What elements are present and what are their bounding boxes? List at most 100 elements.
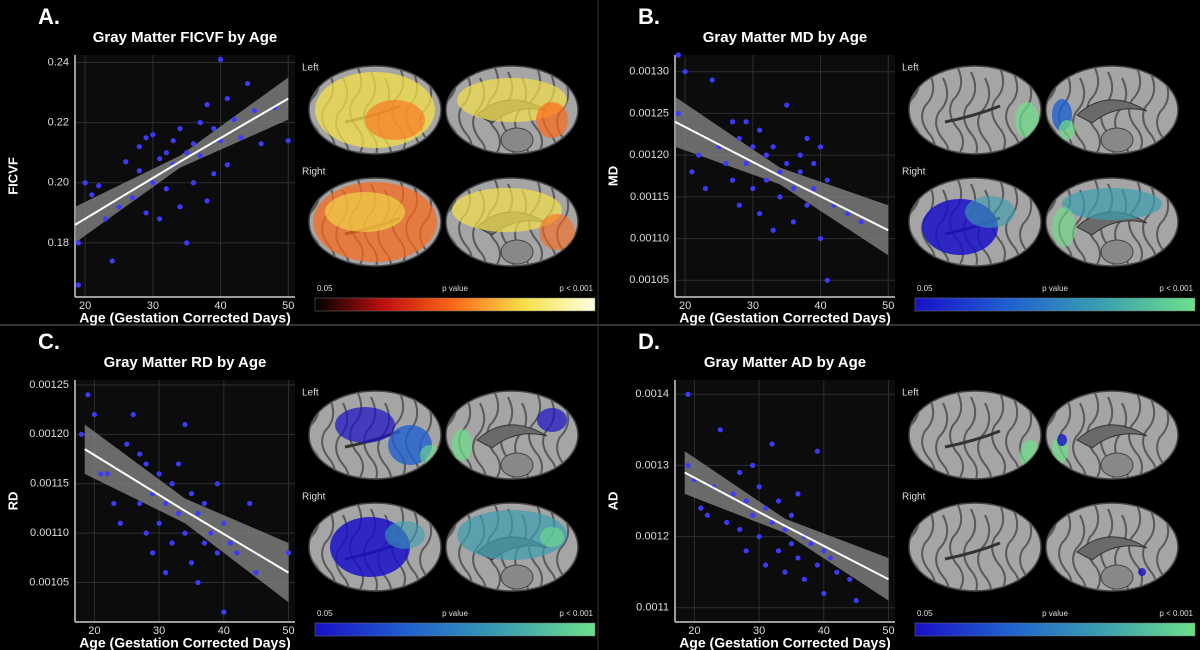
data-point xyxy=(770,144,776,150)
data-point xyxy=(817,144,824,150)
data-point xyxy=(743,498,749,504)
data-point xyxy=(195,510,201,516)
brain xyxy=(445,177,579,267)
data-point xyxy=(137,451,143,457)
data-point xyxy=(817,235,824,242)
sulcus xyxy=(977,402,992,479)
data-point xyxy=(788,541,795,547)
data-point xyxy=(143,461,149,467)
hemisphere-label: Left xyxy=(902,388,919,399)
panel-label: B. xyxy=(638,4,660,29)
x-tick-label: 20 xyxy=(88,625,100,637)
panel: D. Gray Matter AD by Age 0.0011 0.0012 0.001… xyxy=(605,329,1196,650)
data-point xyxy=(98,471,104,477)
panel-label: A. xyxy=(38,4,60,29)
x-tick-label: 40 xyxy=(218,625,230,637)
data-point xyxy=(258,141,264,147)
data-point xyxy=(137,500,143,507)
data-point xyxy=(96,183,102,189)
data-point xyxy=(769,519,775,525)
data-point xyxy=(75,282,81,288)
brainstem xyxy=(500,564,534,590)
brain-gyri xyxy=(1046,391,1171,479)
hemisphere-label: Right xyxy=(902,167,926,178)
data-point xyxy=(221,520,227,526)
y-tick-label: 0.00115 xyxy=(630,191,669,203)
colorbar-min-label: 0.05 xyxy=(317,284,333,293)
data-point xyxy=(169,481,175,487)
x-tick-label: 20 xyxy=(79,300,91,312)
data-point xyxy=(675,110,681,117)
data-point xyxy=(743,119,749,125)
data-point xyxy=(175,461,182,467)
y-tick-label: 0.0012 xyxy=(635,530,669,542)
y-tick-label: 0.00105 xyxy=(29,576,69,588)
data-point xyxy=(736,135,742,142)
hemisphere-label: Right xyxy=(902,492,926,503)
data-point xyxy=(253,570,259,576)
data-point xyxy=(156,471,162,477)
colorbar-min-label: 0.05 xyxy=(317,609,333,618)
confidence-band xyxy=(84,424,289,603)
colorbar xyxy=(914,622,1196,637)
data-point xyxy=(111,500,117,507)
data-point xyxy=(217,56,224,63)
brain xyxy=(445,390,579,480)
sulcus xyxy=(977,77,992,154)
colorbar xyxy=(314,297,596,312)
sulcus xyxy=(1128,391,1143,479)
y-tick-label: 0.18 xyxy=(48,237,69,249)
colorbar-max-label: p < 0.001 xyxy=(1159,609,1193,618)
x-axis-label: Age (Gestation Corrected Days) xyxy=(679,635,891,650)
data-point xyxy=(109,258,115,264)
data-point xyxy=(227,540,233,546)
data-point xyxy=(211,126,217,132)
sulcus xyxy=(1156,514,1171,591)
data-point xyxy=(702,185,709,192)
data-point xyxy=(82,180,88,186)
sulcus xyxy=(1128,503,1143,591)
brain xyxy=(308,502,442,592)
data-point xyxy=(801,576,808,582)
data-point xyxy=(795,555,801,561)
data-point xyxy=(777,194,783,200)
data-point xyxy=(834,569,840,575)
data-point xyxy=(221,609,227,615)
data-point xyxy=(736,202,742,208)
corpus-callosum xyxy=(1076,99,1148,124)
data-point xyxy=(756,533,762,540)
data-point xyxy=(188,560,195,566)
data-point xyxy=(824,177,830,183)
colorbar-title: p value xyxy=(1042,609,1068,618)
data-point xyxy=(204,198,210,204)
data-point xyxy=(157,216,163,222)
data-point xyxy=(184,150,190,156)
brain xyxy=(1045,390,1179,480)
data-point xyxy=(143,210,149,216)
brain-overlay xyxy=(537,408,567,432)
data-point xyxy=(689,169,695,175)
data-point xyxy=(136,144,142,150)
data-point xyxy=(162,500,169,507)
brain-gyri xyxy=(909,178,1034,266)
colorbar-title: p value xyxy=(442,284,468,293)
sulcus xyxy=(419,514,434,591)
brain-overlay xyxy=(325,192,405,232)
chart-title: Gray Matter AD by Age xyxy=(704,354,866,371)
sulcus xyxy=(514,402,529,479)
sulcus xyxy=(949,391,964,479)
sulcus xyxy=(1156,189,1171,266)
brainstem xyxy=(500,127,534,153)
data-point xyxy=(770,227,776,233)
brain-overlay xyxy=(1138,568,1146,576)
data-point xyxy=(150,132,156,138)
trend-line xyxy=(684,471,889,581)
data-point xyxy=(85,392,91,398)
data-point xyxy=(750,512,756,518)
sulcus xyxy=(1156,77,1171,154)
sulcus xyxy=(472,402,487,479)
data-point xyxy=(821,548,827,554)
y-tick-label: 0.00110 xyxy=(630,232,669,244)
data-point xyxy=(750,462,756,469)
colorbar xyxy=(314,622,596,637)
